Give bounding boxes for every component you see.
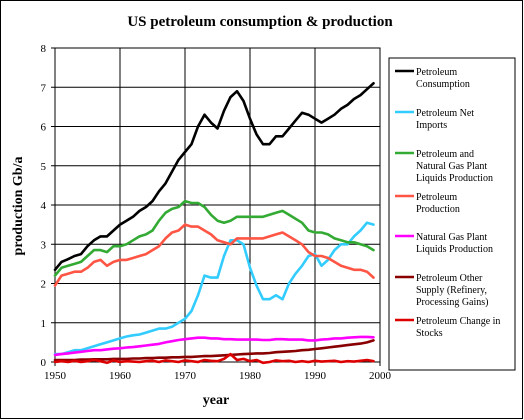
series-line-2 — [53, 221, 375, 356]
gridlines — [55, 48, 380, 362]
legend-label-3: Petroleum and — [416, 149, 474, 160]
legend-label-6: Supply (Refinery, — [416, 285, 487, 296]
x-tick-label: 2000 — [369, 370, 392, 382]
x-axis-ticks: 1950 1960 1970 1980 1990 2000 — [44, 362, 392, 382]
legend-label-1: Consumption — [416, 79, 470, 90]
y-tick-label: 0 — [41, 357, 47, 369]
series-line-4 — [53, 223, 375, 287]
legend-label-2: Imports — [416, 120, 447, 131]
legend-label-2: Petroleum Net — [416, 108, 474, 119]
y-tick-label: 4 — [41, 200, 47, 212]
x-tick-label: 1970 — [174, 370, 197, 382]
legend-box — [388, 57, 516, 371]
y-axis-label: production Gb/a — [11, 157, 26, 256]
y-tick-label: 7 — [41, 82, 47, 94]
y-tick-label: 8 — [41, 43, 47, 55]
x-tick-label: 1980 — [239, 370, 262, 382]
y-tick-label: 3 — [41, 239, 47, 251]
legend-label-4: Petroleum — [416, 192, 457, 203]
series-line-1 — [53, 82, 375, 272]
y-tick-label: 1 — [41, 318, 47, 330]
series-lines — [53, 82, 375, 365]
legend-label-5: Liquids Production — [416, 244, 493, 255]
x-tick-label: 1950 — [44, 370, 67, 382]
series-line-3 — [53, 199, 375, 277]
legend-label-3: Natural Gas Plant — [416, 161, 487, 172]
legend-label-6: Processing Gains) — [416, 297, 489, 308]
x-axis-label: year — [203, 393, 229, 408]
legend-label-3: Liquids Production — [416, 173, 493, 184]
x-tick-label: 1960 — [109, 370, 132, 382]
legend-label-4: Production — [416, 204, 460, 215]
legend-label-6: Petroleum Other — [416, 273, 483, 284]
legend-label-1: Petroleum — [416, 67, 457, 78]
series-line-7 — [53, 352, 375, 365]
series-line-5 — [53, 335, 375, 357]
series-line-6 — [53, 339, 375, 362]
y-axis-ticks: 0 1 2 3 4 5 6 7 8 — [41, 43, 55, 369]
y-tick-label: 6 — [41, 122, 47, 134]
chart-title: US petroleum consumption & production — [127, 14, 393, 30]
legend-label-7: Petroleum Change in — [416, 316, 500, 327]
legend-label-5: Natural Gas Plant — [416, 232, 487, 243]
y-tick-label: 2 — [41, 279, 47, 291]
legend-label-7: Stocks — [416, 328, 443, 339]
y-tick-label: 5 — [41, 161, 47, 173]
x-tick-label: 1990 — [304, 370, 327, 382]
